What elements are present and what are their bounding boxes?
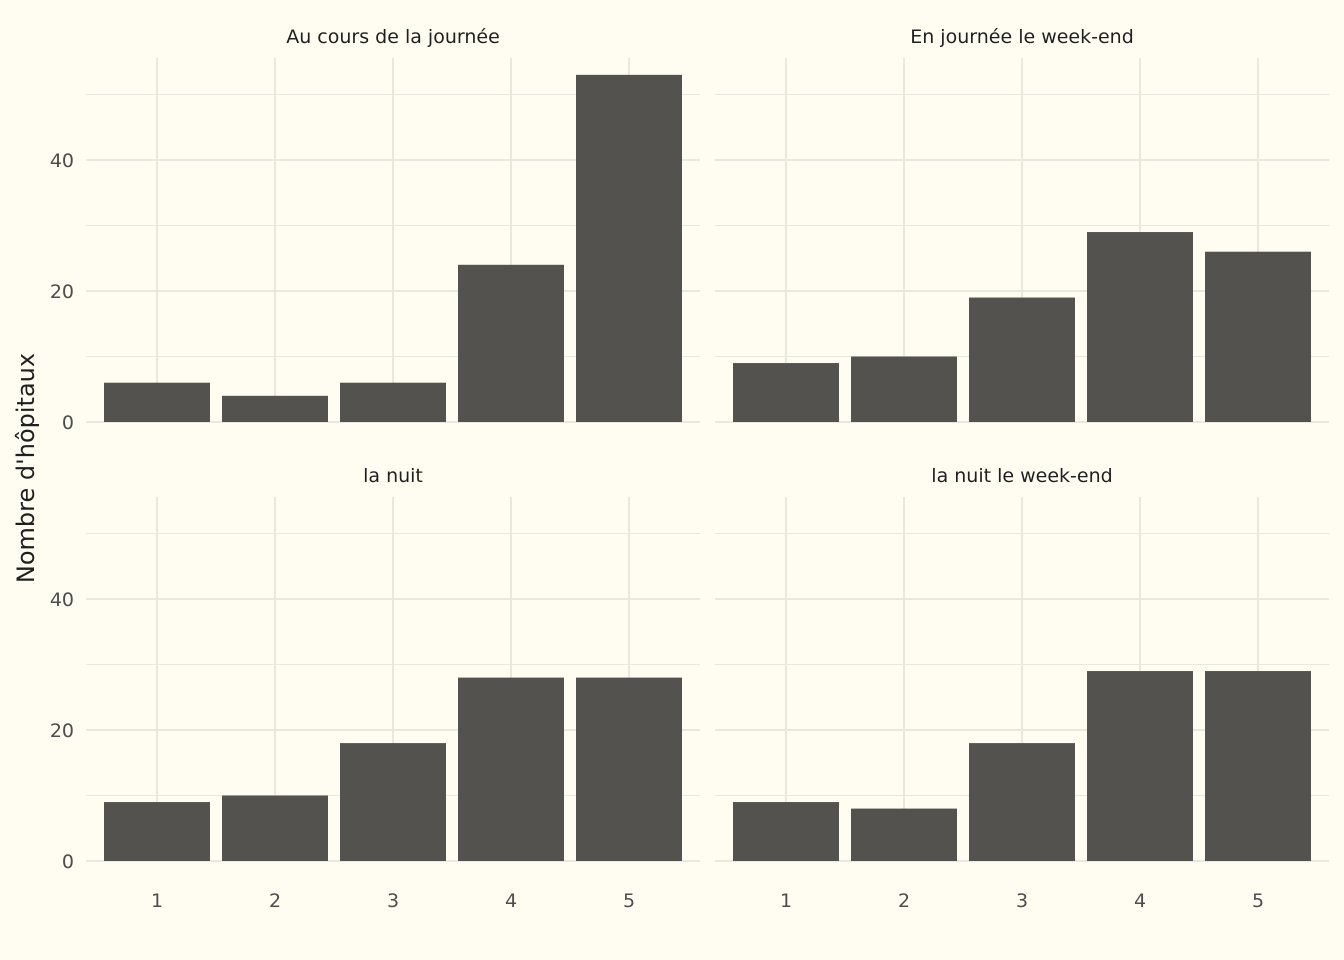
facet-title: En journée le week-end [910, 26, 1134, 48]
facet-title: la nuit le week-end [931, 465, 1112, 487]
facet-panel: En journée le week-end [715, 26, 1329, 423]
bar [851, 356, 957, 422]
y-tick-label: 40 [50, 589, 74, 611]
bar [222, 795, 328, 861]
y-tick-label: 0 [62, 851, 74, 873]
x-tick-label: 1 [780, 890, 792, 912]
x-tick-label: 2 [269, 890, 281, 912]
x-tick-label: 2 [898, 890, 910, 912]
x-tick-label: 4 [1134, 890, 1146, 912]
y-tick-label: 0 [62, 412, 74, 434]
bar [1087, 232, 1193, 422]
bar [733, 363, 839, 422]
facet-panel: la nuit 0 20 40 1 2 3 4 5 [50, 465, 700, 912]
x-tick-label: 1 [151, 890, 163, 912]
y-tick-label: 20 [50, 720, 74, 742]
bar [1087, 671, 1193, 861]
bar [222, 395, 328, 422]
bar [851, 808, 957, 861]
bar [340, 382, 446, 422]
bar [576, 677, 682, 861]
bar [969, 743, 1075, 861]
bar [104, 382, 210, 422]
bar [576, 74, 682, 422]
facet-title: Au cours de la journée [286, 26, 500, 48]
y-tick-label: 40 [50, 150, 74, 172]
x-tick-label: 3 [387, 890, 399, 912]
bar [733, 802, 839, 861]
bar [969, 297, 1075, 422]
bar [1205, 671, 1311, 861]
bar [1205, 251, 1311, 422]
x-tick-label: 5 [623, 890, 635, 912]
facet-panel: Au cours de la journée 0 20 40 [50, 26, 700, 434]
y-axis-label: Nombre d'hôpitaux [12, 353, 40, 583]
y-tick-label: 20 [50, 281, 74, 303]
facet-panel: la nuit le week-end 1 2 3 4 5 [715, 465, 1329, 912]
x-tick-label: 5 [1252, 890, 1264, 912]
bar [458, 264, 564, 422]
x-tick-label: 3 [1016, 890, 1028, 912]
bar [104, 802, 210, 861]
x-tick-label: 4 [505, 890, 517, 912]
facet-title: la nuit [363, 465, 423, 487]
bar [458, 677, 564, 861]
bar [340, 743, 446, 861]
